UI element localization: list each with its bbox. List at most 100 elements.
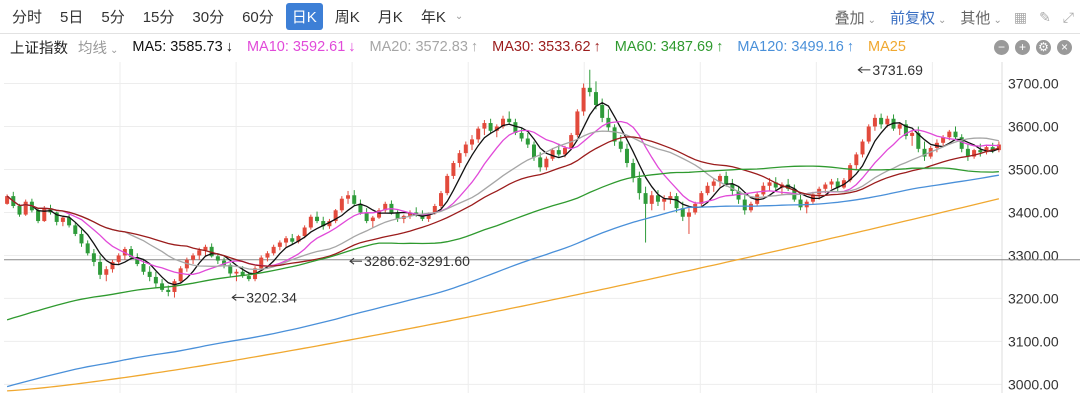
candle-body — [581, 87, 586, 112]
candle-body — [848, 165, 853, 181]
chevron-down-icon[interactable]: ⌄ — [454, 11, 464, 22]
candle-body — [525, 138, 530, 145]
indicator-dropdown[interactable]: 均线 ⌄ — [78, 40, 119, 57]
candle-body — [470, 139, 475, 145]
candle-body — [655, 195, 660, 202]
candle-body — [903, 124, 908, 136]
ma-item-6: MA25 — [868, 39, 906, 55]
candle-body — [451, 163, 456, 176]
annotation-arrow-head — [349, 257, 355, 265]
kline-chart[interactable]: 3000.00 3100.00 3200.00 3300.00 3400.00 3500.… — [0, 60, 1080, 401]
tab-9[interactable]: 年K — [420, 9, 446, 26]
tab-2[interactable]: 5分 — [101, 9, 125, 26]
settings-icon[interactable]: ⚙ — [1036, 39, 1051, 55]
candle-body — [624, 148, 629, 164]
candle-body — [215, 256, 220, 261]
ma10-line — [6, 120, 999, 276]
candle-body — [730, 184, 735, 191]
ma-trend-arrow: ↓ — [348, 39, 356, 55]
candle-body — [637, 178, 642, 194]
ma-value: MA60: 3487.69 — [614, 39, 714, 55]
candle-body — [482, 123, 487, 129]
candle-body — [36, 210, 41, 222]
period-tabs: 分时 5日 5分 15分 30分 60分 日K 周K 月K 年K ⌄ — [0, 0, 1080, 34]
candle-body — [953, 131, 958, 138]
ma-trend-arrow: ↑ — [846, 39, 855, 55]
candle-body — [823, 184, 828, 189]
fullscreen-icon[interactable]: ⤢ — [1062, 8, 1074, 25]
candle-body — [290, 238, 295, 242]
grid-icon[interactable]: ▦ — [1013, 8, 1028, 25]
candle-body — [73, 225, 78, 234]
index-name: 上证指数 — [10, 40, 68, 57]
tab-6[interactable]: 日K — [285, 3, 323, 30]
tab-8[interactable]: 月K — [377, 9, 403, 26]
candle-body — [922, 148, 927, 157]
y-tick-label: 3000.00 — [1008, 376, 1059, 392]
candle-body — [246, 276, 251, 280]
candle-body — [228, 264, 233, 274]
candle-body — [674, 196, 679, 209]
candle-body — [494, 126, 499, 131]
tab-4[interactable]: 30分 — [192, 9, 225, 26]
candle-body — [519, 132, 524, 139]
candle-body — [5, 196, 10, 204]
add-indicator-icon[interactable]: + — [1015, 39, 1030, 55]
overlay-dropdown[interactable]: 叠加 ⌄ — [834, 9, 877, 27]
candle-body — [222, 260, 227, 265]
candle-body — [321, 221, 326, 227]
candle-body — [538, 157, 543, 168]
ma5-line — [6, 102, 1000, 286]
close-icon[interactable]: × — [1057, 39, 1072, 55]
candle-body — [333, 210, 338, 222]
candle-body — [265, 253, 270, 258]
candle-body — [798, 199, 803, 208]
ma-values: MA5: 3585.73 ↓ MA10: 3592.61 ↓ MA20: 3572.83… — [118, 39, 906, 55]
ma-value: MA30: 3533.62 — [492, 39, 591, 55]
candle-body — [593, 92, 598, 105]
ma-trend-arrow: ↑ — [470, 39, 479, 55]
candle-body — [711, 181, 716, 186]
candle-body — [885, 118, 890, 125]
tab-3[interactable]: 15分 — [142, 9, 175, 26]
tab-7[interactable]: 周K — [334, 9, 360, 26]
candle-body — [897, 124, 902, 129]
indicator-controls: − + ⚙ × — [988, 34, 1072, 60]
candle-body — [141, 264, 146, 272]
tab-1[interactable]: 5日 — [60, 9, 84, 26]
candle-body — [562, 147, 567, 155]
candle-body — [556, 150, 561, 155]
ma-trend-arrow: ↓ — [225, 39, 233, 55]
top-right-controls: 叠加 ⌄ 前复权 ⌄ 其他 ⌄ ▦ ✎ ⤢ — [821, 0, 1074, 34]
draw-icon[interactable]: ✎ — [1039, 8, 1051, 25]
remove-indicator-icon[interactable]: − — [994, 39, 1009, 55]
candle-body — [600, 104, 605, 118]
candle-body — [773, 182, 778, 188]
candle-body — [284, 238, 289, 243]
candle-body — [680, 208, 685, 217]
candle-body — [67, 217, 72, 226]
ma-trend-arrow: ↑ — [593, 39, 601, 55]
candle-body — [965, 148, 970, 157]
ma-value: MA5: 3585.73 — [132, 39, 223, 55]
tab-5[interactable]: 60分 — [242, 9, 274, 26]
candle-body — [742, 199, 747, 211]
ma-item-5: MA120: 3499.16 ↑ — [737, 39, 854, 55]
candle-body — [147, 271, 152, 277]
candle-body — [439, 193, 444, 207]
candle-body — [129, 248, 134, 258]
candle-body — [197, 250, 202, 256]
y-tick-label: 3400.00 — [1008, 204, 1059, 220]
candle-body — [277, 242, 282, 247]
adjust-dropdown[interactable]: 前复权 ⌄ — [890, 9, 947, 27]
candle-body — [686, 212, 691, 217]
chevron-down-icon: ⌄ — [938, 14, 947, 26]
candle-body — [302, 227, 307, 237]
candle-body — [85, 243, 90, 254]
tab-0[interactable]: 分时 — [12, 9, 43, 26]
candle-body — [476, 128, 481, 140]
more-dropdown[interactable]: 其他 ⌄ — [960, 9, 1002, 27]
candle-body — [872, 117, 877, 127]
candle-body — [153, 276, 158, 284]
candle-body — [259, 257, 264, 269]
